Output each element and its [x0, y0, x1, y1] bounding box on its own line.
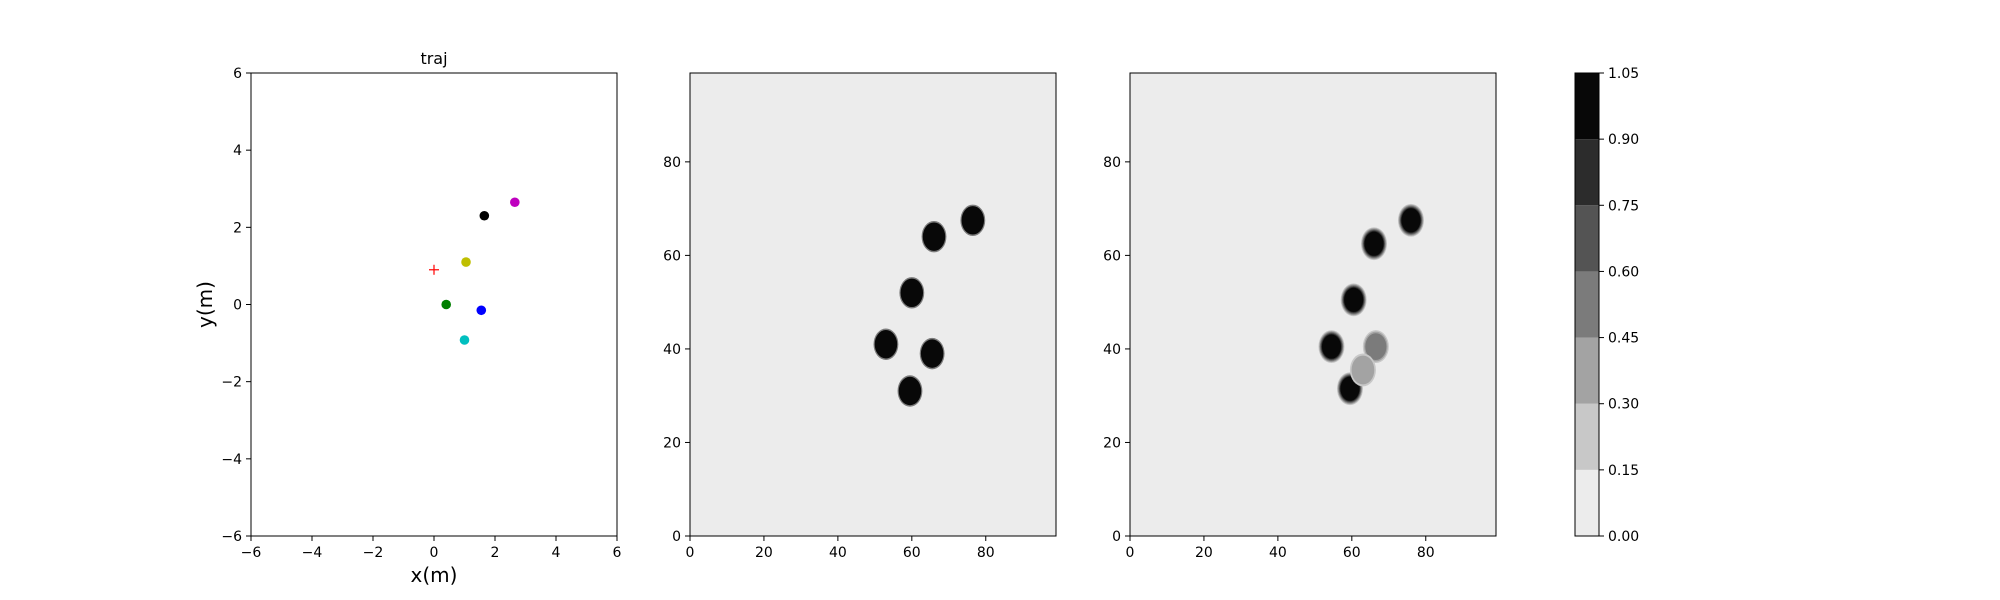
trajectory-x-tick-label: −2: [363, 545, 384, 561]
trajectory-point: [461, 257, 471, 267]
colorbar-bands: [1575, 73, 1599, 536]
heatmap-2-y-tick-label: 80: [1103, 155, 1121, 171]
trajectory-y-tick-label: 4: [233, 143, 242, 159]
trajectory-x-tick-label: 6: [613, 545, 622, 561]
heatmap-1-y-tick-label: 60: [663, 248, 681, 264]
heatmap-2-x-tick-label: 60: [1343, 545, 1361, 561]
trajectory-x-tick-label: 0: [430, 545, 439, 561]
colorbar-tick-label: 0.90: [1608, 132, 1639, 148]
trajectory-point: [459, 335, 470, 345]
trajectory-point: [479, 210, 490, 221]
colorbar-band: [1575, 205, 1599, 272]
colorbar-band: [1575, 469, 1599, 536]
heatmap-1-x-ticks: 0 20 40 60 80: [686, 536, 995, 561]
heatmap-1-y-tick-label: 20: [663, 435, 681, 451]
trajectory-y-tick-label: −4: [221, 452, 242, 468]
colorbar-frame: [1574, 72, 1600, 537]
heatmap-2-blob: [1340, 283, 1367, 317]
heatmap-1-blob: [960, 204, 986, 237]
heatmap-panel-2: 0 20 40 60 80 0 20 40 60 80: [1103, 72, 1497, 561]
trajectory-y-tick-label: 0: [233, 298, 242, 314]
trajectory-x-tick-label: 2: [491, 545, 500, 561]
heatmap-2-y-tick-label: 40: [1103, 342, 1121, 358]
heatmap-1-x-tick-label: 0: [686, 545, 695, 561]
heatmap-1-x-tick-label: 80: [977, 545, 995, 561]
heatmap-2-background: [1130, 73, 1496, 536]
heatmap-2-blobs: [1318, 203, 1424, 406]
trajectory-points: [429, 197, 520, 345]
heatmap-1-y-tick-label: 0: [672, 529, 681, 545]
heatmap-1-blob: [873, 328, 899, 360]
heatmap-1-blob: [899, 277, 925, 309]
heatmap-2-x-ticks: 0 20 40 60 80: [1126, 536, 1435, 561]
goal-plus-marker: [429, 264, 439, 275]
heatmap-1-y-tick-label: 40: [663, 342, 681, 358]
heatmap-1-x-tick-label: 20: [755, 545, 773, 561]
heatmap-2-y-tick-label: 20: [1103, 435, 1121, 451]
trajectory-y-tick-label: −2: [221, 375, 242, 391]
heatmap-1-blob: [921, 220, 947, 253]
colorbar-band: [1575, 403, 1599, 470]
heatmap-2-blob: [1318, 330, 1345, 364]
colorbar-band: [1575, 337, 1599, 404]
trajectory-x-ticks: −6 −4 −2 0 2 4 6: [241, 536, 622, 561]
trajectory-x-tick-label: 4: [552, 545, 561, 561]
colorbar-ticks: 0.00 0.15 0.30 0.45 0.60 0.75 0.90 1.05: [1599, 66, 1639, 545]
colorbar-tick-label: 0.00: [1608, 529, 1639, 545]
trajectory-y-tick-label: 2: [233, 220, 242, 236]
colorbar-band: [1575, 139, 1599, 206]
heatmap-panel-1: 0 20 40 60 80 0 20 40 60 80: [663, 72, 1057, 561]
trajectory-y-axis-label: y(m): [193, 281, 217, 328]
colorbar-tick-label: 0.60: [1608, 264, 1639, 280]
heatmap-1-x-tick-label: 40: [829, 545, 847, 561]
colorbar-tick-label: 0.15: [1608, 463, 1639, 479]
heatmap-1-y-ticks: 0 20 40 60 80: [663, 155, 690, 545]
heatmap-2-plot-frame: [1129, 72, 1497, 537]
heatmap-1-blobs: [873, 204, 986, 407]
heatmap-1-x-tick-label: 60: [903, 545, 921, 561]
heatmap-1-plot-frame: [689, 72, 1057, 537]
heatmap-1-blob: [897, 375, 923, 407]
heatmap-2-blob: [1349, 353, 1376, 387]
heatmap-2-x-tick-label: 80: [1417, 545, 1435, 561]
colorbar-tick-label: 0.75: [1608, 198, 1639, 214]
trajectory-y-ticks: −6 −4 −2 0 2 4 6: [221, 66, 251, 545]
trajectory-x-tick-label: −6: [241, 545, 262, 561]
heatmap-2-blob: [1362, 330, 1389, 364]
heatmap-2-x-tick-label: 0: [1126, 545, 1135, 561]
colorbar-band: [1575, 73, 1599, 140]
heatmap-1-y-tick-label: 80: [663, 155, 681, 171]
trajectory-point: [476, 305, 487, 316]
trajectory-scatter-panel: traj −6 −4 −2 0 2 4 6 −6 −4 −2 0 2 4 6 x(m) y(m): [193, 49, 622, 587]
trajectory-x-axis-label: x(m): [411, 563, 458, 587]
heatmap-1-background: [690, 73, 1056, 536]
trajectory-point: [441, 299, 452, 310]
trajectory-y-tick-label: −6: [221, 529, 242, 545]
heatmap-2-y-ticks: 0 20 40 60 80: [1103, 155, 1130, 545]
colorbar-band: [1575, 271, 1599, 338]
trajectory-y-tick-label: 6: [233, 66, 242, 82]
colorbar-tick-label: 0.45: [1608, 331, 1639, 347]
colorbar: 0.00 0.15 0.30 0.45 0.60 0.75 0.90 1.05: [1574, 66, 1639, 545]
trajectory-point: [510, 197, 520, 208]
colorbar-tick-label: 1.05: [1608, 66, 1639, 82]
heatmap-2-y-tick-label: 60: [1103, 248, 1121, 264]
heatmap-2-x-tick-label: 20: [1195, 545, 1213, 561]
heatmap-2-y-tick-label: 0: [1112, 529, 1121, 545]
trajectory-plot-frame: [250, 72, 618, 537]
trajectory-chart-title: traj: [420, 49, 447, 68]
trajectory-x-tick-label: −4: [302, 545, 323, 561]
heatmap-2-x-tick-label: 40: [1269, 545, 1287, 561]
heatmap-1-blob: [919, 337, 945, 370]
colorbar-tick-label: 0.30: [1608, 397, 1639, 413]
heatmap-2-blob: [1397, 203, 1424, 237]
heatmap-2-blob: [1360, 227, 1388, 261]
